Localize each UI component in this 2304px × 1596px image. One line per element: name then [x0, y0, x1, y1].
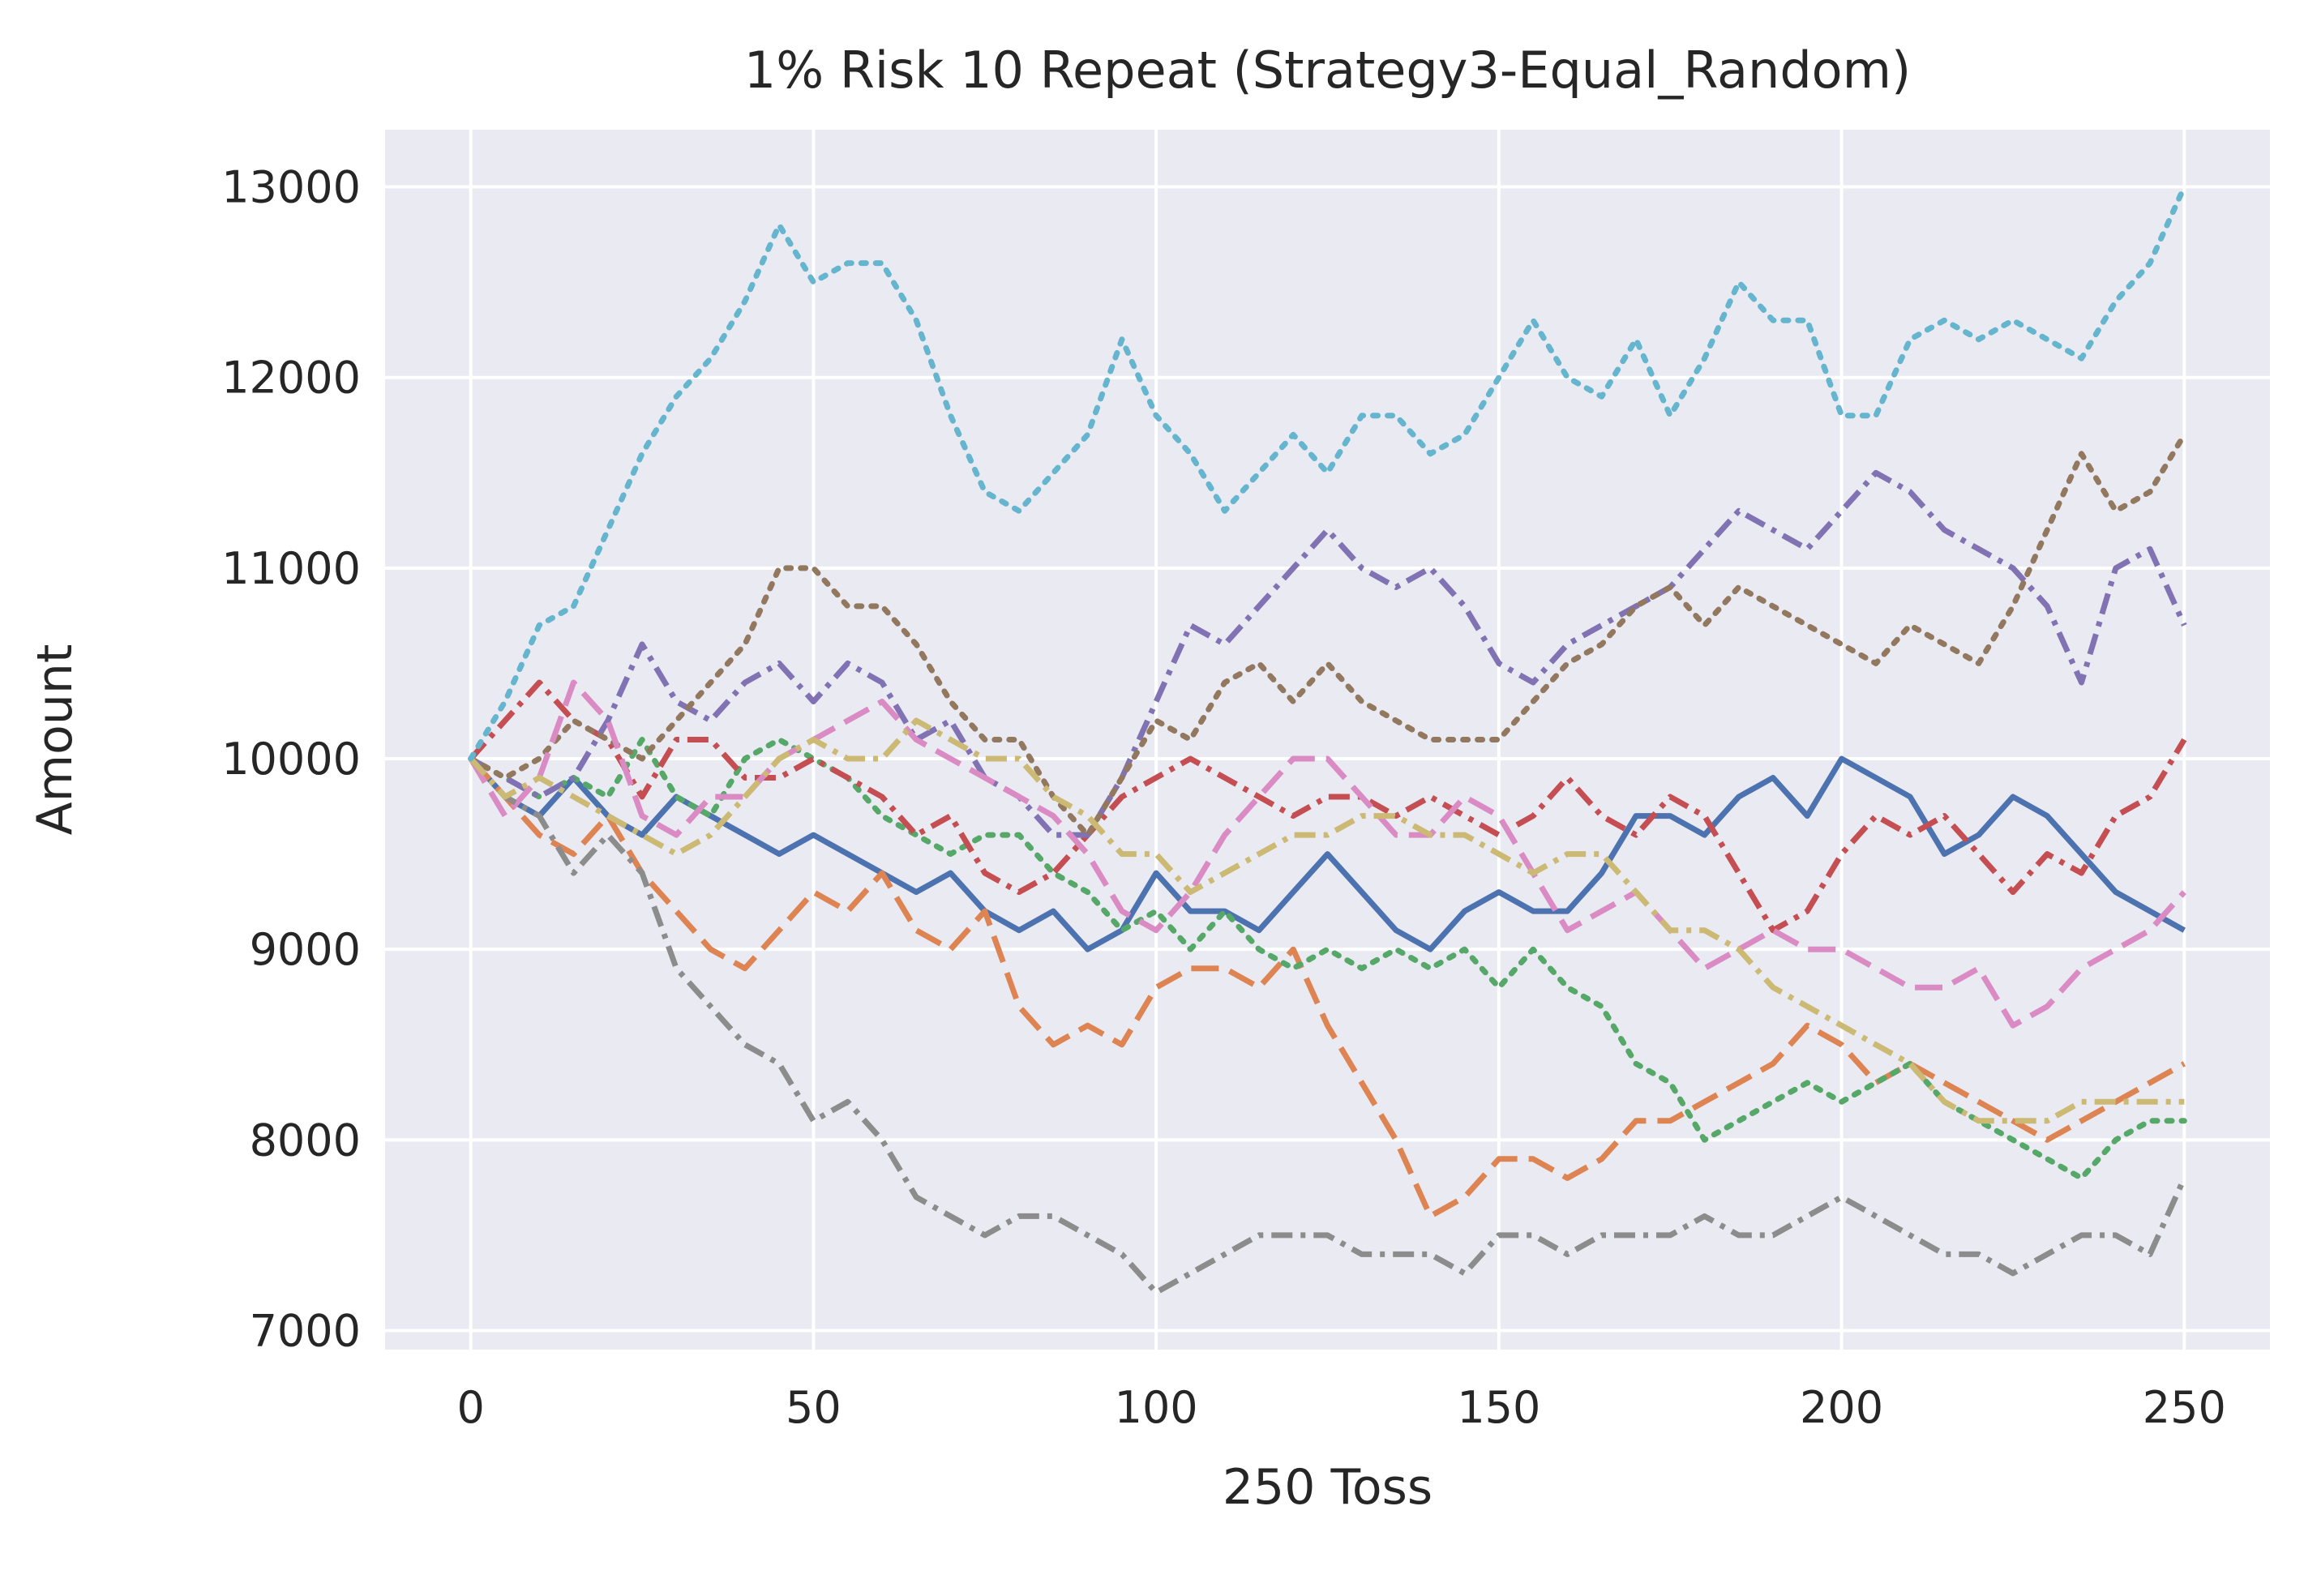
y-tick-label: 12000 — [221, 353, 361, 404]
series-line-6 — [468, 431, 2187, 838]
plot-area — [385, 130, 2270, 1350]
y-tick-label: 11000 — [221, 543, 361, 594]
series-line-1 — [469, 755, 2186, 952]
series-line-5 — [469, 469, 2187, 838]
x-tick-label: 150 — [1457, 1382, 1540, 1433]
y-axis-ticks: 7000 8000 9000 10000 11000 12000 13000 — [221, 162, 361, 1357]
y-tick-label: 7000 — [250, 1305, 361, 1356]
series-line-4 — [469, 679, 2187, 934]
x-tick-label: 100 — [1115, 1382, 1198, 1433]
x-tick-label: 50 — [786, 1382, 842, 1433]
series-line-9 — [469, 717, 2185, 1124]
y-tick-label: 8000 — [250, 1115, 361, 1166]
x-tick-label: 250 — [2143, 1382, 2226, 1433]
y-axis-label: Amount — [27, 644, 84, 836]
y-tick-label: 9000 — [250, 924, 361, 975]
x-axis-ticks: 0 50 100 150 200 250 — [457, 1382, 2226, 1433]
y-tick-label: 13000 — [221, 162, 361, 213]
series-line-8 — [469, 756, 2187, 1295]
series-line-10 — [468, 184, 2187, 762]
chart-title: 1% Risk 10 Repeat (Strategy3-Equal_Rando… — [744, 41, 1911, 100]
series-line-3 — [468, 737, 2187, 1181]
x-tick-label: 0 — [457, 1382, 485, 1433]
series-lines — [468, 184, 2187, 1295]
y-tick-label: 10000 — [221, 734, 361, 785]
x-tick-label: 200 — [1800, 1382, 1883, 1433]
x-axis-label: 250 Toss — [1223, 1459, 1433, 1516]
